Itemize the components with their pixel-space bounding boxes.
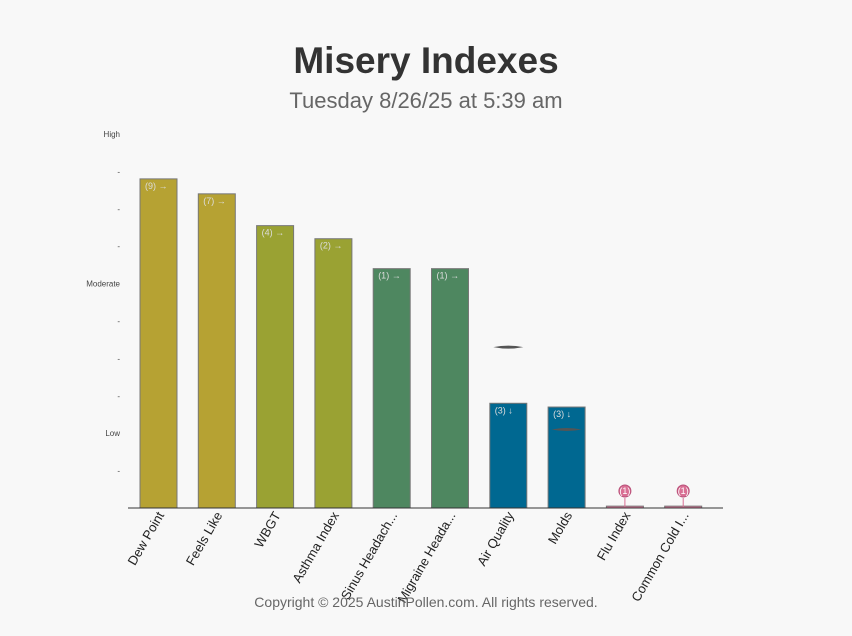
y-tick-label: Low bbox=[105, 429, 120, 438]
bar-value-label: (2) → bbox=[320, 241, 343, 251]
x-category-label: Molds bbox=[545, 509, 576, 547]
y-tick-label: - bbox=[117, 167, 120, 176]
y-tick-label: - bbox=[117, 354, 120, 363]
bar[interactable] bbox=[256, 225, 295, 509]
bar-series: (9) → (7) → (4) → (2) → (1) → (1) → (3) ↓ (3) ↓… bbox=[139, 178, 703, 509]
y-tick-label: - bbox=[117, 317, 120, 326]
x-category-label: WBGT bbox=[251, 509, 284, 550]
y-axis: High - - - Moderate - - - Low - bbox=[86, 130, 120, 476]
chart-title: Misery Indexes bbox=[293, 40, 559, 81]
x-category-label: Migraine Heada... bbox=[394, 509, 458, 605]
y-tick-label: - bbox=[117, 242, 120, 251]
bar[interactable] bbox=[431, 268, 469, 509]
y-tick-label: - bbox=[117, 205, 120, 214]
bar[interactable] bbox=[489, 402, 528, 509]
lollipop-head[interactable] bbox=[618, 484, 632, 498]
bar-value-label: (3) ↓ bbox=[553, 409, 571, 419]
y-tick-label: - bbox=[117, 467, 120, 476]
bar[interactable] bbox=[197, 193, 236, 509]
y-tick-label: Moderate bbox=[86, 280, 120, 289]
y-tick-label: - bbox=[117, 392, 120, 401]
bar-value-label: (1) → bbox=[437, 271, 460, 281]
bar[interactable] bbox=[139, 178, 178, 509]
bar[interactable] bbox=[314, 238, 353, 509]
trend-marker bbox=[493, 345, 524, 349]
bar[interactable] bbox=[547, 406, 586, 509]
bar-value-label: (1) bbox=[678, 486, 689, 496]
copyright-footer: Copyright © 2025 AustinPollen.com. All r… bbox=[254, 594, 598, 610]
lollipop-head[interactable] bbox=[676, 484, 690, 498]
bar-value-label: (1) bbox=[619, 486, 630, 496]
chart-subtitle: Tuesday 8/26/25 at 5:39 am bbox=[289, 88, 563, 113]
x-category-label: Air Quality bbox=[474, 509, 517, 569]
x-category-label: Asthma Index bbox=[289, 509, 342, 586]
x-category-label: Common Cold I... bbox=[628, 509, 692, 604]
y-tick-label: High bbox=[104, 130, 120, 139]
x-category-label: Dew Point bbox=[124, 509, 167, 568]
bar-value-label: (7) → bbox=[203, 196, 226, 206]
bar-value-label: (4) → bbox=[262, 228, 285, 238]
trend-marker bbox=[551, 427, 582, 431]
bar-value-label: (1) → bbox=[378, 271, 401, 281]
x-category-label: Sinus Headach... bbox=[338, 509, 400, 602]
x-category-label: Feels Like bbox=[183, 509, 226, 568]
x-category-label: Flu Index bbox=[594, 509, 634, 563]
bar-value-label: (3) ↓ bbox=[495, 405, 513, 415]
bar-value-label: (9) → bbox=[145, 181, 168, 191]
bar[interactable] bbox=[372, 268, 411, 509]
x-axis-labels: Dew Point Feels Like WBGT Asthma IndexSinus… bbox=[124, 509, 691, 606]
